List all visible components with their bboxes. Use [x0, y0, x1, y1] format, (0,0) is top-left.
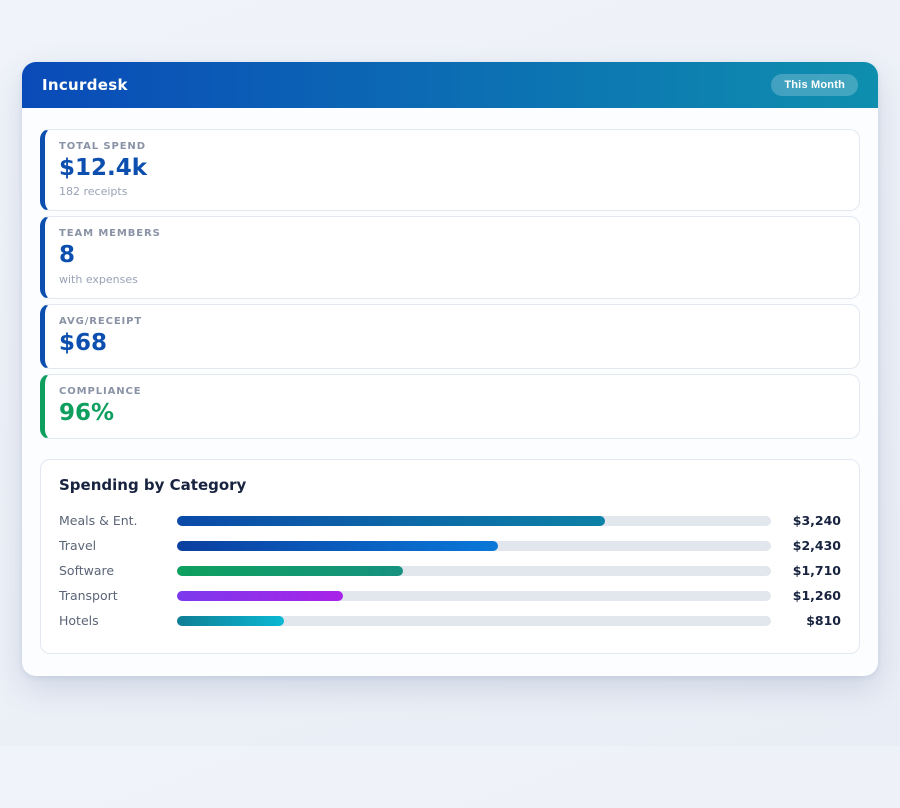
- stat-subtext: with expenses: [59, 272, 138, 286]
- chart-rows: Meals & Ent. $3,240 Travel $2,430 Software $1…: [59, 508, 841, 633]
- stat-card-compliance: COMPLIANCE 96%: [40, 373, 860, 440]
- chart-bar-track: [177, 540, 771, 551]
- chart-category-label: Hotels: [59, 613, 99, 629]
- chart-bar-fill: [177, 615, 284, 626]
- chart-value-label: $810: [806, 613, 841, 629]
- chart-row: Transport $1,260: [59, 583, 841, 608]
- stat-label: TEAM MEMBERS: [59, 228, 161, 240]
- stat-label: COMPLIANCE: [59, 385, 142, 397]
- chart-category-label: Transport: [59, 588, 118, 604]
- stat-label: AVG/RECEIPT: [59, 315, 143, 327]
- chart-bar-track: [177, 565, 771, 576]
- app-header: Incurdesk This Month: [22, 62, 878, 108]
- chart-value-label: $1,710: [792, 563, 841, 579]
- chart-row: Travel $2,430: [59, 533, 841, 558]
- stat-card-avg-receipt: AVG/RECEIPT $68: [40, 303, 860, 369]
- chart-title: Spending by Category: [59, 476, 247, 495]
- chart-row: Meals & Ent. $3,240: [59, 508, 841, 533]
- chart-value-label: $1,260: [792, 588, 841, 604]
- stat-value: $12.4k: [59, 155, 148, 181]
- stat-value: $68: [59, 329, 108, 356]
- chart-row: Hotels $810: [59, 608, 841, 633]
- stat-card-total-spend: TOTAL SPEND $12.4k 182 receipts: [40, 129, 860, 212]
- chart-bar-fill: [177, 515, 605, 526]
- chart-bar-track: [177, 615, 771, 626]
- chart-category-label: Travel: [59, 538, 97, 554]
- chart-bar-track: [177, 515, 771, 526]
- dashboard-content: TOTAL SPEND $12.4k 182 receipts TEAM MEM…: [22, 108, 878, 676]
- chart-bar-fill: [177, 590, 344, 601]
- stat-card-team-members: TEAM MEMBERS 8 with expenses: [40, 216, 860, 299]
- chart-row: Software $1,710: [59, 558, 841, 583]
- chart-category-label: Meals & Ent.: [59, 513, 138, 529]
- spending-by-category-card: Spending by Category Meals & Ent. $3,240 T…: [40, 459, 860, 655]
- stat-value: 96%: [59, 399, 115, 426]
- chart-bar-fill: [177, 565, 403, 576]
- chart-bar-track: [177, 590, 771, 601]
- chart-value-label: $2,430: [792, 538, 841, 554]
- stat-subtext: 182 receipts: [59, 185, 128, 199]
- chart-category-label: Software: [59, 563, 115, 579]
- dashboard-container: Incurdesk This Month TOTAL SPEND $12.4k …: [22, 62, 878, 677]
- chart-bar-fill: [177, 540, 498, 551]
- app-title: Incurdesk: [42, 76, 128, 94]
- stat-label: TOTAL SPEND: [59, 141, 146, 152]
- stat-value: 8: [59, 242, 76, 269]
- chart-value-label: $3,240: [792, 513, 841, 529]
- period-badge[interactable]: This Month: [771, 74, 858, 96]
